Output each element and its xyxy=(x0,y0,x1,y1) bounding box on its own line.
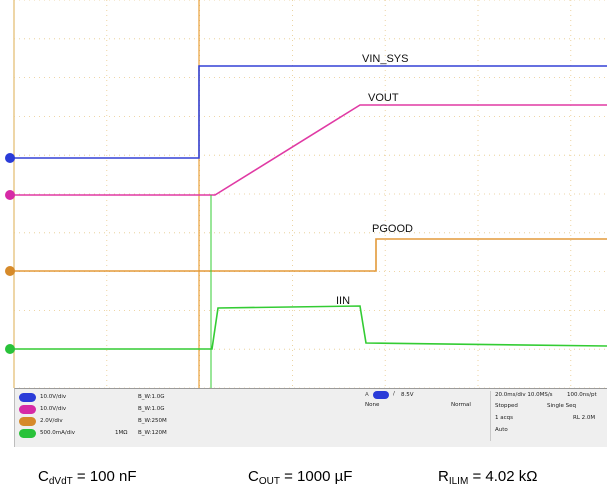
vout-label: VOUT xyxy=(368,92,399,104)
channel-4-scale: 500.0mA/div xyxy=(40,430,75,436)
acq-auto: Auto xyxy=(495,427,508,433)
trigger-icon: A xyxy=(365,392,369,398)
channel-3-bandwidth: B_W:250M xyxy=(138,418,167,424)
trigger-coupling: None xyxy=(365,402,380,408)
trigger-level: 8.5V xyxy=(401,392,414,398)
ch3-level-marker[interactable] xyxy=(5,266,15,276)
waveform-canvas: VIN_SYS VOUT PGOOD IIN xyxy=(5,0,607,388)
acq-count: 1 acqs xyxy=(495,415,513,421)
channel-4-badge[interactable] xyxy=(19,429,36,438)
trigger-mode: Normal xyxy=(451,402,471,408)
trigger-source-badge xyxy=(373,391,389,399)
graticule xyxy=(13,0,607,388)
vout-trace xyxy=(14,104,607,196)
iin-trace xyxy=(14,305,607,350)
channel-3-scale: 2.0V/div xyxy=(40,418,63,424)
channel-2-badge[interactable] xyxy=(19,405,36,414)
scope-status-bar: 10.0V/div B_W:1.0G 10.0V/div B_W:1.0G 2.… xyxy=(14,388,607,447)
channel-1-scale: 10.0V/div xyxy=(40,394,67,400)
oscilloscope-display: VIN_SYS VOUT PGOOD IIN xyxy=(5,0,607,388)
ch4-level-marker[interactable] xyxy=(5,344,15,354)
pgood-trace xyxy=(14,238,607,272)
ch1-level-marker[interactable] xyxy=(5,153,15,163)
channel-2-scale: 10.0V/div xyxy=(40,406,67,412)
channel-1-badge[interactable] xyxy=(19,393,36,402)
channel-4-impedance: 1MΩ xyxy=(115,430,128,436)
channel-3-badge[interactable] xyxy=(19,417,36,426)
acq-status: Stopped xyxy=(495,403,518,409)
cdvdt-value: CdVdT = 100 nF xyxy=(38,468,137,487)
record-length: RL 2.0M xyxy=(573,415,596,421)
cout-value: COUT = 1000 µF xyxy=(248,468,353,487)
timebase: 20.0ms/div 10.0MS/s xyxy=(495,392,553,398)
rilim-value: RILIM = 4.02 kΩ xyxy=(438,468,538,487)
acq-sequence: Single Seq xyxy=(547,403,577,409)
figure-caption: CdVdT = 100 nF COUT = 1000 µF RILIM = 4.… xyxy=(0,468,607,490)
ch2-level-marker[interactable] xyxy=(5,190,15,200)
vin-sys-trace xyxy=(14,65,607,159)
iin-label: IIN xyxy=(336,295,350,307)
trigger-slope: / xyxy=(393,391,395,397)
channel-2-bandwidth: B_W:1.0G xyxy=(138,406,165,412)
vin-sys-label: VIN_SYS xyxy=(362,53,408,65)
channel-4-bandwidth: B_W:120M xyxy=(138,430,167,436)
acquisition-panel[interactable]: 20.0ms/div 10.0MS/s 100.0ns/pt Stopped S… xyxy=(493,391,607,441)
channel-1-bandwidth: B_W:1.0G xyxy=(138,394,165,400)
pgood-label: PGOOD xyxy=(372,223,413,235)
resolution: 100.0ns/pt xyxy=(567,392,597,398)
trigger-panel[interactable]: A / 8.5V None Normal xyxy=(365,391,491,441)
